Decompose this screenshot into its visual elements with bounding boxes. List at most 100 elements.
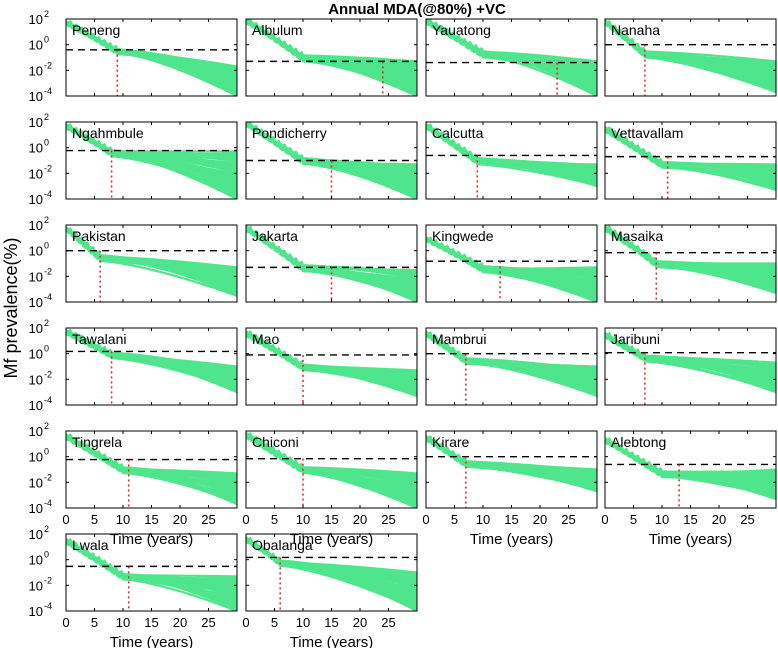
y-tick-label: 10 [29,192,43,207]
x-tick-label: 0 [62,615,69,630]
site-label: Vettavallam [611,125,683,141]
y-tick-label: 10 [29,501,43,516]
trajectory-line [426,124,597,166]
y-tick-label: 10 [29,12,43,27]
site-label: Masaika [611,228,663,244]
x-tick-label: 10 [116,615,130,630]
trajectory-bundle [426,19,597,96]
y-axis-label: Mf prevalence(%) [1,237,21,378]
site-label: Jakarta [252,228,298,244]
trajectory-line [66,329,237,368]
y-tick-label: 10 [29,115,43,130]
x-tick-label: 15 [504,512,518,527]
x-tick-label: 5 [630,512,637,527]
y-tick-label: 10 [29,244,43,259]
x-tick-label: 25 [381,615,395,630]
trajectory-line [66,123,237,153]
x-tick-label: 0 [242,512,249,527]
trajectory-line [246,21,417,63]
y-tick-exponent: -2 [44,472,52,482]
x-tick-label: 5 [91,512,98,527]
trajectory-line [426,21,597,63]
y-tick-label: 10 [29,295,43,310]
site-label: Mao [252,331,279,347]
y-tick-label: 10 [29,321,43,336]
x-tick-label: 5 [91,615,98,630]
panel-yauatong: Yauatong [425,18,598,97]
site-label: Calcutta [432,125,484,141]
y-tick-label: 10 [29,527,43,542]
site-label: Chiconi [252,434,299,450]
y-tick-label: 10 [29,269,43,284]
trajectory-line [246,436,417,504]
y-tick-exponent: 2 [44,421,49,431]
trajectory-bundle [66,329,237,394]
panel-jakarta: Jakarta [245,224,418,303]
x-tick-label: 0 [601,512,608,527]
trajectory-line [605,19,776,72]
site-label: Albulum [252,22,303,38]
y-tick-label: 10 [29,38,43,53]
panel-kirare: Kirare 0 5 10 15 20 25 Time (years) [422,430,598,548]
panel-calcutta: Calcutta [425,121,598,200]
y-tick-label: 10 [29,218,43,233]
trajectory-line [246,435,417,475]
y-tick-exponent: 2 [44,112,49,122]
y-tick-label: 10 [29,578,43,593]
trajectory-bundle [605,437,776,501]
trajectory-line [605,438,776,477]
panel-jaribuni: Jaribuni [604,327,777,406]
x-tick-label: 5 [271,512,278,527]
trajectory-line [605,227,776,265]
x-tick-label: 15 [324,512,338,527]
x-axis-label: Time (years) [290,634,374,648]
site-label: Pondicherry [252,125,327,141]
x-tick-label: 25 [381,512,395,527]
y-tick-label: 10 [29,450,43,465]
trajectory-bundle [66,226,237,297]
x-tick-label: 15 [144,615,158,630]
y-tick-label: 10 [29,63,43,78]
trajectory-bundle [66,433,237,506]
trajectory-bundle [246,330,417,398]
panel-obalanga: Obalanga 0 5 10 15 20 25 Time (years) [242,533,418,648]
y-tick-exponent: 0 [44,241,49,251]
trajectory-line [426,238,597,271]
site-label: Yauatong [432,22,491,38]
x-tick-label: 0 [62,512,69,527]
trajectory-bundle [66,20,237,96]
trajectory-line [426,334,597,368]
site-label: Tawalani [72,331,126,347]
y-tick-label: 10 [29,475,43,490]
y-tick-exponent: 2 [44,318,49,328]
y-tick-label: 10 [29,347,43,362]
site-label: Alebtong [611,434,666,450]
y-tick-exponent: -2 [44,369,52,379]
site-label: Obalanga [252,537,313,553]
trajectory-bundle [605,225,776,295]
y-tick-exponent: 0 [44,447,49,457]
trajectory-line [605,440,776,483]
y-tick-label: 10 [29,424,43,439]
x-axis-label: Time (years) [290,531,374,548]
x-tick-label: 5 [271,615,278,630]
x-tick-label: 25 [740,512,754,527]
site-label: Kirare [432,434,470,450]
x-tick-label: 25 [201,512,215,527]
panel-chiconi: Chiconi 0 5 10 15 20 25 Time (years) [242,430,418,548]
y-tick-label: 10 [29,166,43,181]
x-tick-label: 10 [476,512,490,527]
panel-mao: Mao [245,327,418,406]
x-tick-label: 15 [683,512,697,527]
trajectory-line [66,21,237,68]
y-tick-exponent: -4 [44,86,52,96]
trajectory-line [246,331,417,372]
trajectory-line [605,19,776,63]
trajectory-line [66,124,237,156]
